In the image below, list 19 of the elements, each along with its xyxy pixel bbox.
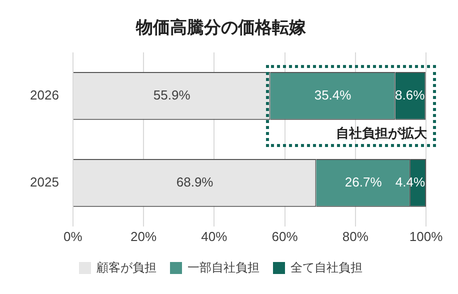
data-label: 4.4% xyxy=(395,174,426,190)
data-label: 8.6% xyxy=(395,87,426,102)
chart-title: 物価高騰分の価格転嫁 xyxy=(135,18,307,37)
annotation: 自社負担が拡大 xyxy=(336,125,428,140)
y-tick-label: 2026 xyxy=(30,87,59,102)
data-label: 35.4% xyxy=(314,87,352,102)
x-tick-label: 100% xyxy=(409,228,444,244)
data-label: 55.9% xyxy=(153,87,191,102)
x-tick-label: 60% xyxy=(272,228,298,244)
legend-label: 一部自社負担 xyxy=(188,260,260,274)
legend-label: 顧客が負担 xyxy=(96,260,156,274)
data-label: 68.9% xyxy=(176,174,214,190)
x-tick-label: 80% xyxy=(342,228,369,244)
x-tick-label: 40% xyxy=(201,228,228,244)
legend-label: 全て自社負担 xyxy=(290,260,362,274)
y-tick-label: 2025 xyxy=(30,174,59,190)
x-tick-label: 0% xyxy=(64,228,83,244)
x-tick-label: 20% xyxy=(130,228,157,244)
data-label: 26.7% xyxy=(344,174,382,190)
